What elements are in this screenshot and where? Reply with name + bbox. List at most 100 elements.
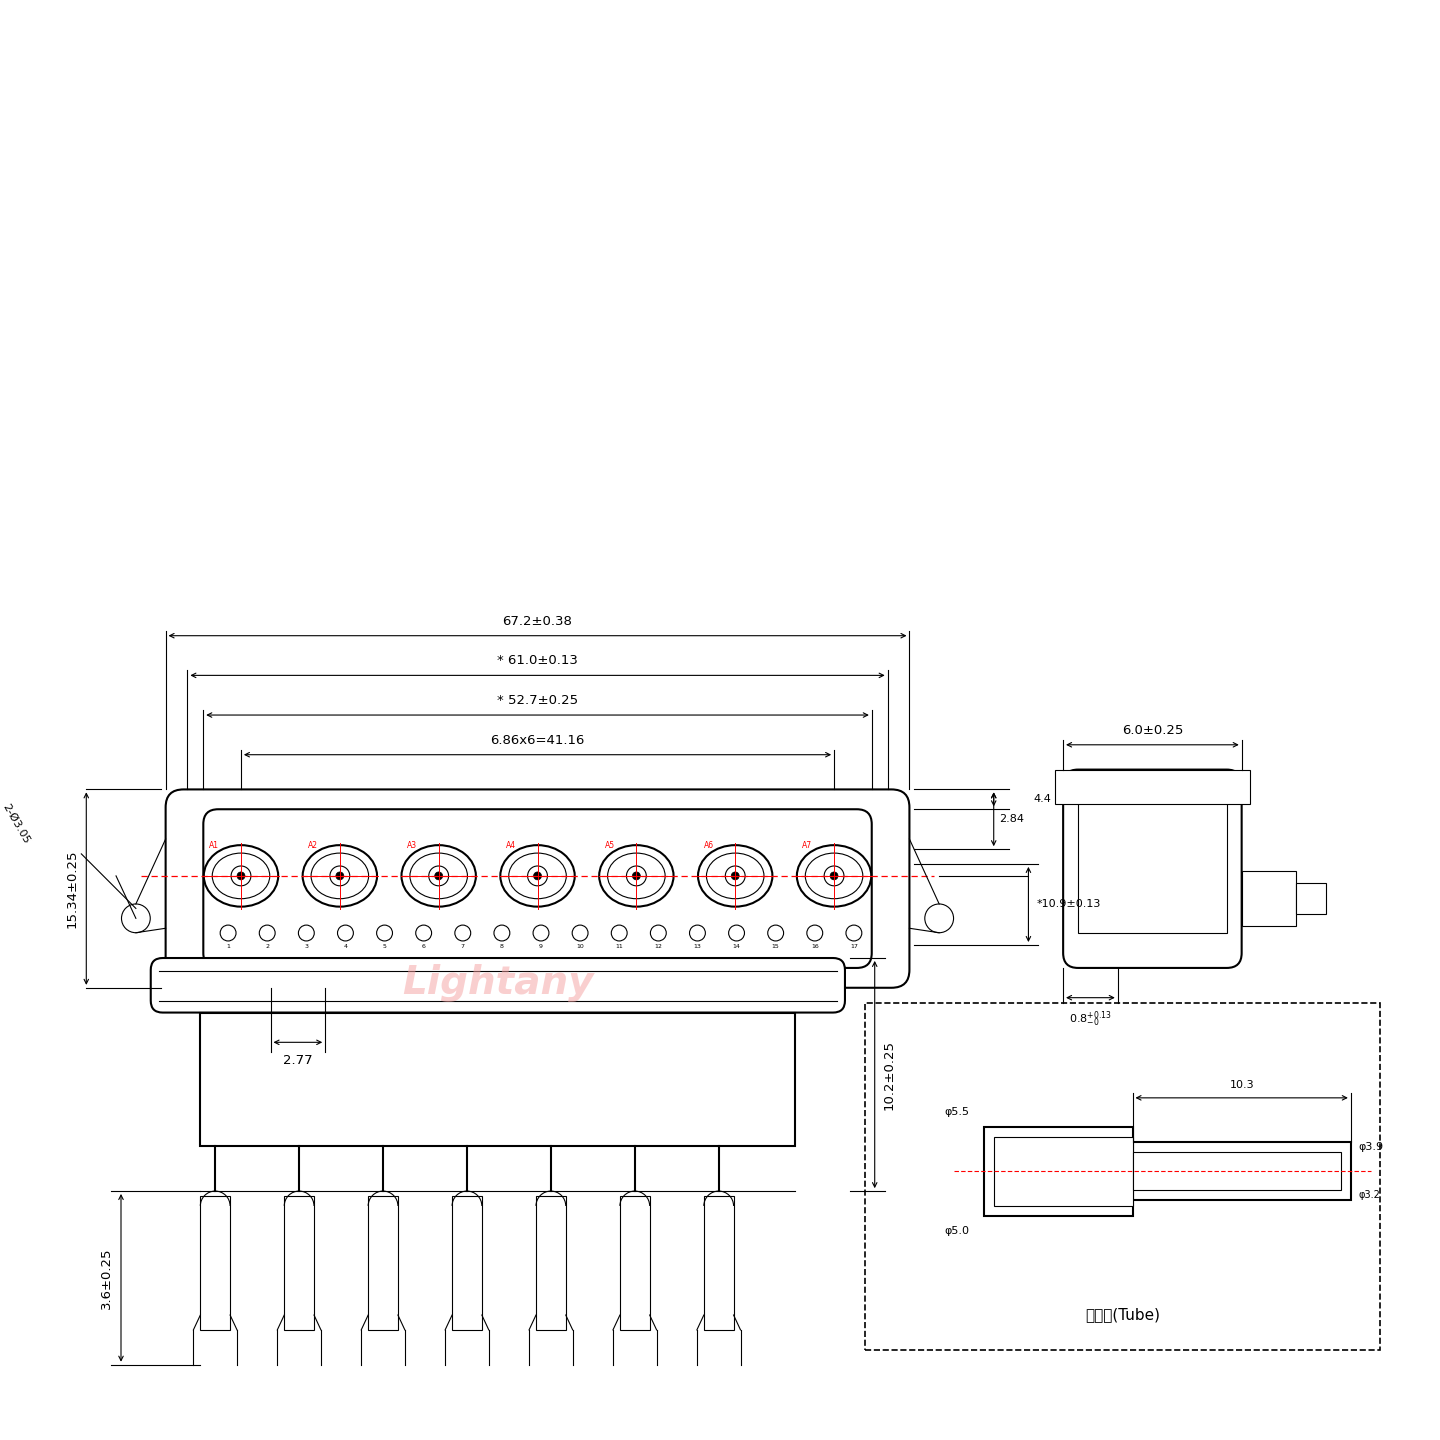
Text: 9: 9: [539, 945, 543, 949]
Bar: [1079, 789, 1227, 933]
Circle shape: [612, 924, 628, 940]
Circle shape: [494, 924, 510, 940]
Circle shape: [298, 924, 314, 940]
FancyBboxPatch shape: [203, 809, 871, 968]
Text: 15.34±0.25: 15.34±0.25: [65, 850, 78, 927]
Circle shape: [336, 873, 344, 880]
Bar: [1241, 871, 1296, 926]
Circle shape: [527, 865, 547, 886]
Ellipse shape: [500, 845, 575, 907]
Circle shape: [824, 865, 844, 886]
FancyBboxPatch shape: [151, 958, 845, 1012]
Ellipse shape: [410, 852, 468, 899]
Circle shape: [121, 904, 150, 933]
Ellipse shape: [508, 852, 566, 899]
Circle shape: [435, 873, 442, 880]
FancyBboxPatch shape: [166, 789, 910, 988]
Text: A1: A1: [209, 841, 219, 850]
Text: φ3.9: φ3.9: [1359, 1142, 1384, 1152]
Circle shape: [924, 904, 953, 933]
Ellipse shape: [796, 845, 871, 907]
Circle shape: [690, 924, 706, 940]
Bar: [200, 1197, 230, 1331]
Circle shape: [230, 865, 251, 886]
Bar: [984, 1126, 1133, 1215]
Text: A4: A4: [505, 841, 516, 850]
Bar: [369, 1197, 397, 1331]
Text: Lightany: Lightany: [402, 963, 593, 1002]
Bar: [284, 1197, 314, 1331]
Bar: [1056, 769, 1250, 805]
Text: 2.77: 2.77: [284, 1054, 312, 1067]
Circle shape: [330, 865, 350, 886]
Text: 6: 6: [422, 945, 426, 949]
Text: 10.2±0.25: 10.2±0.25: [883, 1040, 896, 1110]
Text: 12: 12: [654, 945, 662, 949]
Text: 17: 17: [850, 945, 858, 949]
Circle shape: [768, 924, 783, 940]
Ellipse shape: [698, 845, 772, 907]
Bar: [1133, 1152, 1341, 1189]
Text: 2: 2: [265, 945, 269, 949]
Text: 2.84: 2.84: [999, 814, 1024, 824]
Circle shape: [377, 924, 393, 940]
Text: 16: 16: [811, 945, 819, 949]
Circle shape: [829, 873, 838, 880]
Ellipse shape: [402, 845, 475, 907]
Text: 13: 13: [694, 945, 701, 949]
Text: 14: 14: [733, 945, 740, 949]
Text: 7: 7: [461, 945, 465, 949]
Text: 11: 11: [615, 945, 624, 949]
Ellipse shape: [608, 852, 665, 899]
FancyBboxPatch shape: [1063, 769, 1241, 968]
Circle shape: [533, 924, 549, 940]
Circle shape: [729, 924, 744, 940]
Bar: [200, 1012, 795, 1146]
Circle shape: [259, 924, 275, 940]
Bar: [994, 1136, 1133, 1205]
Ellipse shape: [599, 845, 674, 907]
Text: φ5.5: φ5.5: [945, 1107, 969, 1116]
Text: 6.86x6=41.16: 6.86x6=41.16: [491, 734, 585, 747]
Text: 1: 1: [226, 945, 230, 949]
Circle shape: [806, 924, 822, 940]
Bar: [704, 1197, 733, 1331]
Text: 10.3: 10.3: [1230, 1080, 1254, 1090]
Bar: [452, 1197, 482, 1331]
Text: φ3.2: φ3.2: [1359, 1189, 1381, 1200]
Ellipse shape: [805, 852, 863, 899]
Text: φ5.0: φ5.0: [945, 1225, 969, 1236]
Text: 3.6±0.25: 3.6±0.25: [99, 1247, 114, 1309]
Circle shape: [572, 924, 588, 940]
Ellipse shape: [212, 852, 269, 899]
Text: 15: 15: [772, 945, 779, 949]
Circle shape: [238, 873, 245, 880]
Text: 3: 3: [304, 945, 308, 949]
Text: 8: 8: [500, 945, 504, 949]
Text: $0.8^{+0.13}_{-0}$: $0.8^{+0.13}_{-0}$: [1068, 1009, 1112, 1030]
Circle shape: [455, 924, 471, 940]
Text: 6.0±0.25: 6.0±0.25: [1122, 724, 1184, 737]
Text: 2-Ø3.05: 2-Ø3.05: [1, 802, 32, 845]
Text: A7: A7: [802, 841, 812, 850]
Bar: [865, 1002, 1381, 1349]
Text: A2: A2: [308, 841, 318, 850]
Text: A6: A6: [704, 841, 714, 850]
Ellipse shape: [707, 852, 765, 899]
Text: 4: 4: [344, 945, 347, 949]
Circle shape: [416, 924, 432, 940]
Circle shape: [220, 924, 236, 940]
Text: 5: 5: [383, 945, 386, 949]
Ellipse shape: [302, 845, 377, 907]
Text: * 61.0±0.13: * 61.0±0.13: [497, 654, 577, 667]
Circle shape: [429, 865, 449, 886]
Bar: [1296, 883, 1326, 914]
Circle shape: [726, 865, 744, 886]
Circle shape: [337, 924, 353, 940]
Ellipse shape: [311, 852, 369, 899]
Circle shape: [651, 924, 667, 940]
Text: 67.2±0.38: 67.2±0.38: [503, 615, 573, 628]
Bar: [1133, 1142, 1351, 1200]
Text: A3: A3: [408, 841, 418, 850]
Circle shape: [626, 865, 647, 886]
